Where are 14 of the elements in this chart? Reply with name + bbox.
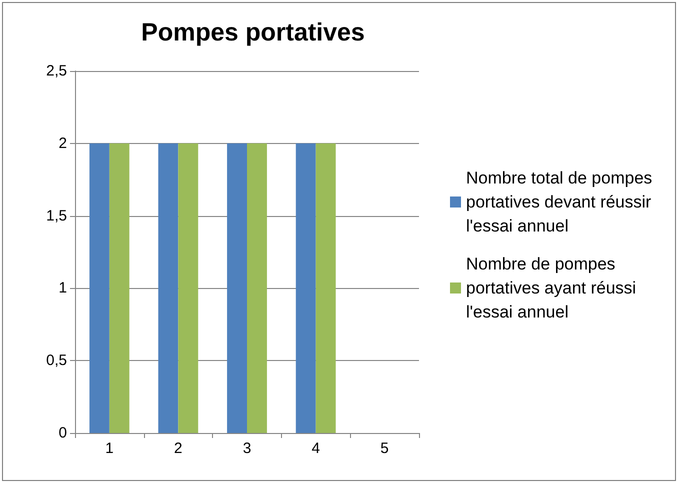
- x-tick-label: 5: [380, 440, 389, 457]
- y-tick-label: 1,5: [46, 207, 67, 224]
- x-tick-label: 4: [312, 440, 320, 457]
- y-tick-label: 0: [58, 424, 67, 442]
- x-tick-label: 1: [105, 440, 114, 457]
- y-tick-label: 2,5: [46, 62, 67, 80]
- x-tick-label: 3: [242, 440, 252, 457]
- legend-label: Nombre total de pompes portatives devant réussir l'essai annuel: [466, 168, 657, 236]
- legend-label: Nombre de pompes portatives ayant réussi l'essai annuel: [466, 254, 641, 322]
- y-tick-label: 2: [58, 134, 67, 152]
- chart-title: Pompes portatives: [141, 18, 365, 46]
- x-tick-label: 2: [174, 440, 182, 457]
- y-tick-label: 1: [58, 280, 67, 297]
- y-tick-label: 0,5: [46, 352, 67, 370]
